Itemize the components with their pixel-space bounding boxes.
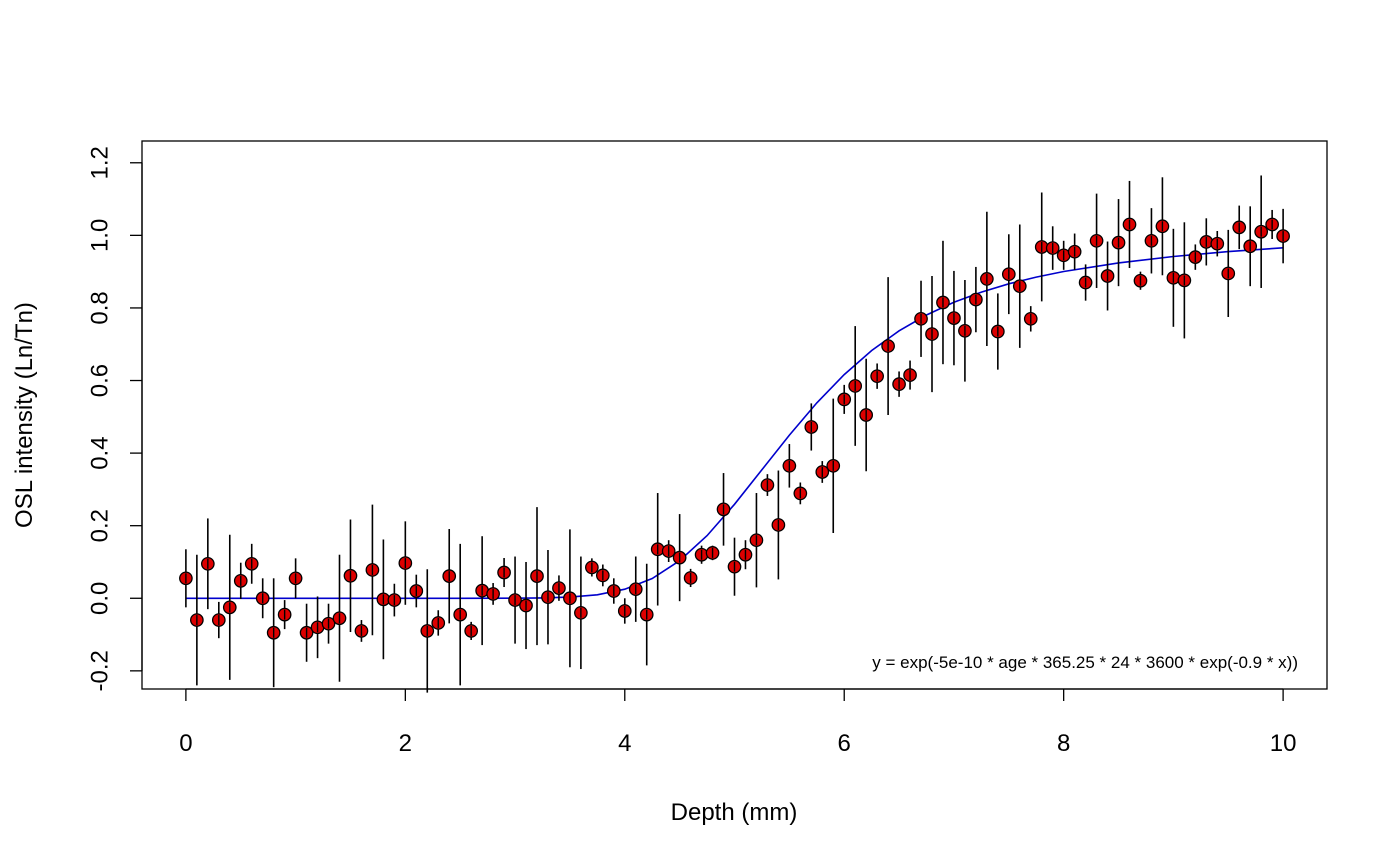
y-tick-label: 0.4	[87, 436, 114, 469]
x-tick-label: 2	[399, 730, 412, 757]
x-tick-label: 4	[618, 730, 631, 757]
y-axis: -0.2 0.0 0.2 0.4 0.6 0.8 1.0 1.2	[87, 146, 143, 692]
error-bar-layer	[185, 175, 1284, 693]
formula-annotation: y = exp(-5e-10 * age * 365.25 * 24 * 360…	[872, 653, 1298, 672]
y-tick-label: 0.0	[87, 582, 114, 615]
y-tick-label: 0.8	[87, 291, 114, 324]
y-axis-title: OSL intensity (Ln/Tn)	[11, 302, 38, 528]
x-tick-label: 0	[179, 730, 192, 757]
x-tick-label: 10	[1270, 730, 1297, 757]
x-axis-title: Depth (mm)	[671, 799, 798, 826]
y-tick-label: 1.0	[87, 219, 114, 252]
y-tick-label: 0.6	[87, 364, 114, 397]
y-tick-label: 0.2	[87, 509, 114, 542]
y-tick-label: -0.2	[87, 650, 114, 691]
data-point-layer	[179, 217, 1290, 640]
y-tick-label: 1.2	[87, 146, 114, 179]
x-axis: 0 2 4 6 8 10	[179, 688, 1297, 757]
plot-frame	[141, 140, 1328, 690]
x-tick-label: 6	[838, 730, 851, 757]
x-tick-label: 8	[1057, 730, 1070, 757]
